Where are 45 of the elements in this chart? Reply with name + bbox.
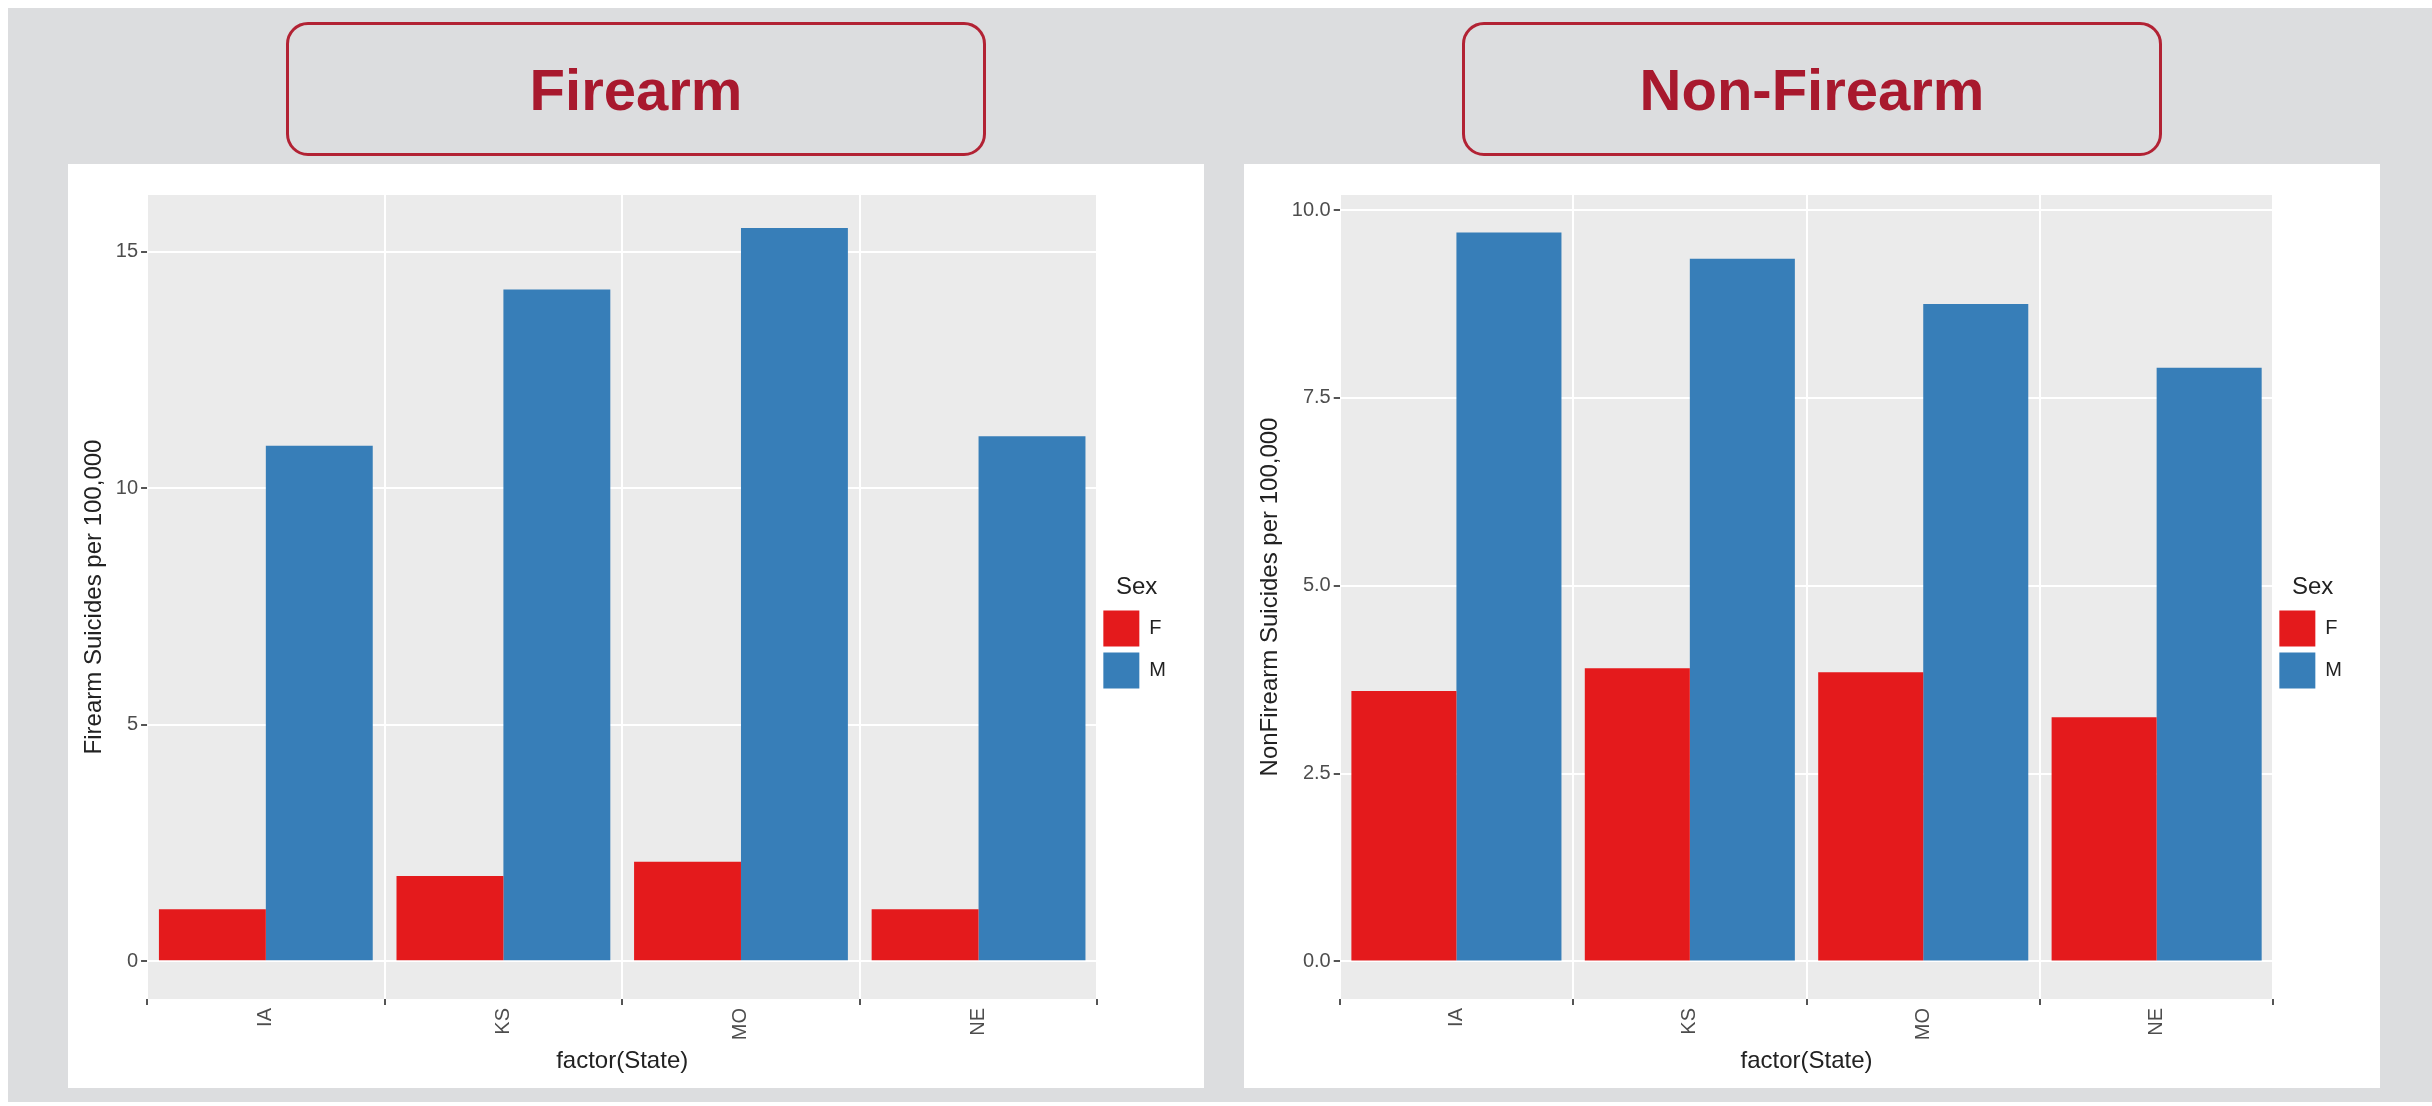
legend-label: F [1149,615,1162,638]
x-tick-label: KS [1677,1007,1700,1035]
bar [2156,367,2262,961]
y-tick-label: 0 [126,948,139,971]
legend-title: Sex [2291,572,2334,600]
bar [2051,717,2157,961]
bar [1923,303,2029,961]
bar [634,861,741,961]
y-tick-label: 5 [126,712,139,735]
bar [1584,668,1690,961]
y-tick-label: 5.0 [1302,573,1331,596]
bar [1351,690,1457,961]
legend-title: Sex [1115,572,1158,600]
bar [265,445,373,961]
y-tick-label: 0.0 [1302,948,1331,971]
bar [1689,258,1795,961]
legend-label: M [1149,657,1167,680]
chart-title: Non-Firearm [1639,55,1985,123]
x-tick-label: NE [2144,1007,2167,1036]
bar [1818,672,1924,961]
x-tick-label: MO [1910,1007,1933,1041]
bar [158,909,266,961]
y-tick-label: 10 [115,475,139,498]
bar [978,436,1086,961]
x-tick-label: KS [490,1007,513,1035]
legend-label: M [2325,657,2343,680]
x-axis-title: factor(State) [556,1046,689,1074]
y-tick-label: 15 [115,239,139,262]
bar [740,228,848,961]
x-tick-label: MO [728,1007,751,1041]
y-tick-label: 10.0 [1291,197,1331,220]
bar [396,876,504,961]
x-axis-title: factor(State) [1740,1046,1873,1074]
y-tick-label: 7.5 [1302,385,1331,408]
y-tick-label: 2.5 [1302,761,1331,784]
x-tick-label: NE [966,1007,989,1036]
bar [503,289,611,961]
bar [871,909,979,961]
y-axis-title: Firearm Suicides per 100,000 [79,439,107,755]
x-tick-label: IA [253,1007,276,1027]
x-tick-label: IA [1443,1007,1466,1027]
y-axis-title: NonFirearm Suicides per 100,000 [1255,417,1283,777]
chart-title: Firearm [529,55,743,123]
legend-label: F [2325,615,2338,638]
bar [1456,232,1562,961]
